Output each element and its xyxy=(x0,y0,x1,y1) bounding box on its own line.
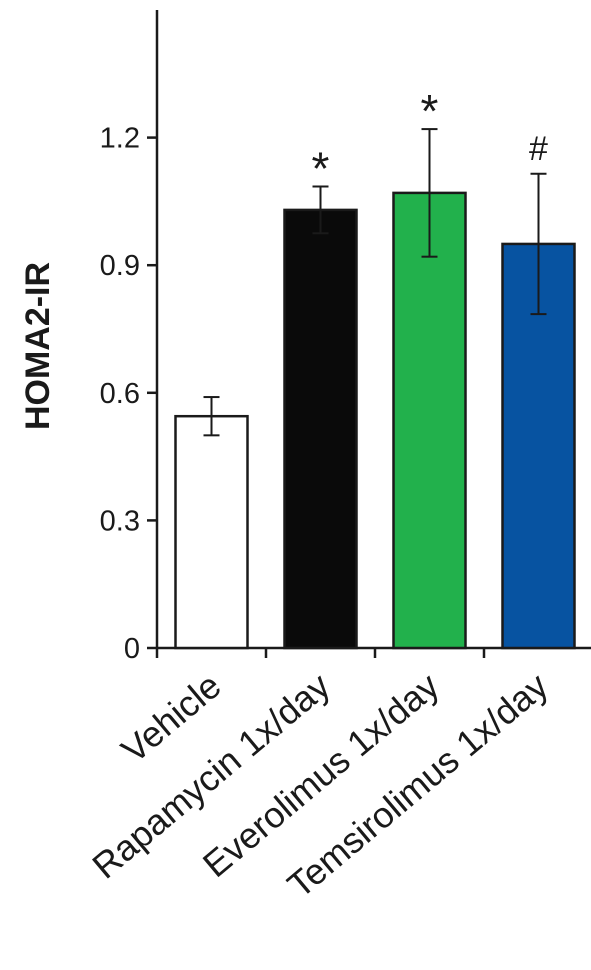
bar xyxy=(392,191,467,650)
significance-marker: # xyxy=(529,130,548,168)
y-tick-label: 1.2 xyxy=(100,123,140,155)
y-tick-label: 0.6 xyxy=(100,378,140,410)
bar xyxy=(283,208,358,650)
significance-marker: * xyxy=(421,85,439,137)
y-tick-label: 0.9 xyxy=(100,250,140,282)
error-bar xyxy=(530,172,547,316)
error-bar xyxy=(421,128,438,258)
y-tick-label: 0 xyxy=(124,633,140,665)
error-bar xyxy=(312,185,329,235)
significance-marker: * xyxy=(312,143,330,195)
error-bar xyxy=(203,396,220,437)
y-tick-label: 0.3 xyxy=(100,505,140,537)
significance-markers: * * # xyxy=(312,85,548,194)
error-bars xyxy=(203,128,547,437)
x-axis xyxy=(155,646,591,658)
bars xyxy=(174,191,576,650)
y-axis-label: HOMA2-IR xyxy=(19,262,57,430)
bar xyxy=(174,414,249,650)
y-axis: 0 0.3 0.6 0.9 1.2 xyxy=(100,10,159,665)
